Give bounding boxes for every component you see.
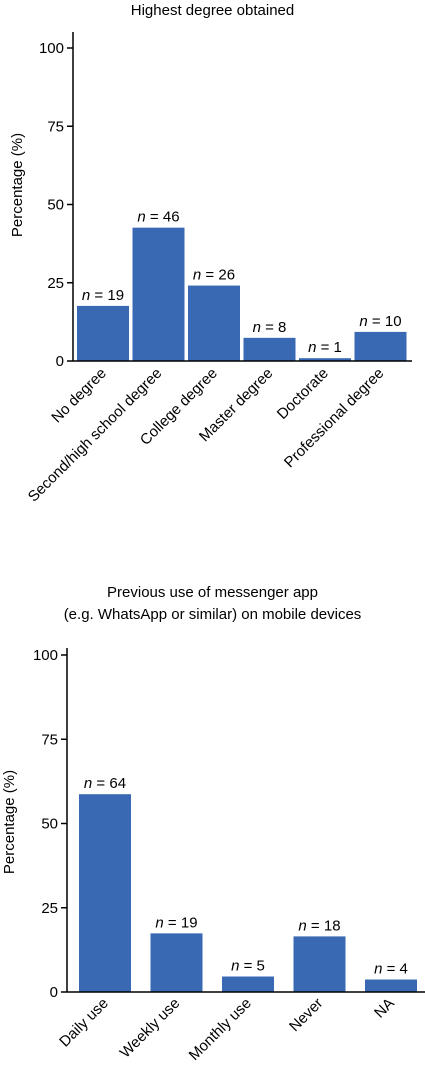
chart-panel-degree: Highest degree obtained Percentage (%) 0 25… (9, 2, 412, 505)
bar-count-label: n = 4 (374, 961, 408, 978)
n-separator: = (201, 267, 218, 284)
n-value: 18 (324, 917, 341, 934)
y-tick-label: 50 (41, 816, 58, 833)
bar (365, 979, 417, 992)
chart-title-line: Highest degree obtained (131, 2, 294, 19)
bar (132, 227, 185, 361)
bar (79, 794, 131, 992)
x-category-label: Weekly use (117, 995, 184, 1062)
bar-count-label: n = 19 (155, 914, 197, 931)
y-tick-label: 100 (39, 40, 64, 57)
bar-count-label: n = 1 (308, 339, 342, 356)
n-symbol: n (308, 339, 316, 356)
chart-title-line: (e.g. WhatsApp or similar) on mobile dev… (64, 606, 362, 623)
n-separator: = (307, 917, 324, 934)
n-symbol: n (231, 957, 239, 974)
n-symbol: n (82, 287, 90, 304)
n-symbol: n (253, 319, 261, 336)
chart-panel-messenger: Previous use of messenger app (e.g. Whats… (1, 584, 425, 1064)
y-tick-label: 50 (47, 197, 64, 214)
y-tick-label: 25 (41, 900, 58, 917)
n-value: 19 (107, 287, 124, 304)
bar (354, 331, 407, 361)
n-separator: = (90, 287, 107, 304)
bar-count-label: n = 26 (193, 267, 235, 284)
n-symbol: n (137, 209, 145, 226)
bar-count-label: n = 5 (231, 957, 265, 974)
y-tick-label: 75 (47, 118, 64, 135)
x-category-label: Never (286, 995, 326, 1035)
n-value: 1 (334, 339, 342, 356)
n-value: 4 (400, 961, 408, 978)
n-separator: = (382, 961, 399, 978)
x-category-label: NA (371, 995, 398, 1022)
bar-count-label: n = 64 (84, 775, 126, 792)
y-tick-label: 25 (47, 275, 64, 292)
x-category-label: Doctorate (274, 365, 332, 423)
bar (77, 305, 129, 361)
n-symbol: n (374, 961, 382, 978)
n-separator: = (146, 209, 163, 226)
bar (243, 337, 296, 361)
bar (188, 285, 240, 361)
n-symbol: n (359, 313, 367, 330)
n-separator: = (316, 339, 333, 356)
bar-count-label: n = 10 (359, 313, 401, 330)
bar (222, 976, 274, 992)
y-axis-label: Percentage (%) (9, 133, 26, 237)
bar (299, 358, 351, 361)
y-tick-label: 100 (33, 647, 58, 664)
y-axis-label: Percentage (%) (1, 770, 18, 874)
n-symbol: n (84, 775, 92, 792)
n-separator: = (261, 319, 278, 336)
n-symbol: n (298, 917, 306, 934)
n-value: 26 (218, 267, 235, 284)
n-separator: = (368, 313, 385, 330)
y-tick-label: 0 (50, 984, 58, 1001)
bar-count-label: n = 46 (137, 209, 179, 226)
x-category-label: Professional degree (281, 365, 387, 471)
chart-title-line: Previous use of messenger app (107, 584, 318, 601)
n-separator: = (92, 775, 109, 792)
n-value: 10 (385, 313, 402, 330)
bar-count-label: n = 8 (253, 319, 287, 336)
x-category-label: Daily use (56, 995, 112, 1051)
bar (150, 933, 203, 992)
n-value: 64 (109, 775, 126, 792)
n-value: 19 (181, 914, 198, 931)
n-value: 46 (163, 209, 180, 226)
n-value: 5 (257, 957, 265, 974)
n-symbol: n (193, 267, 201, 284)
n-value: 8 (278, 319, 286, 336)
bar-count-label: n = 18 (298, 917, 340, 934)
bar (293, 936, 346, 992)
n-separator: = (164, 914, 181, 931)
y-tick-label: 0 (56, 353, 64, 370)
y-tick-label: 75 (41, 731, 58, 748)
x-category-label: Monthly use (186, 995, 255, 1064)
n-separator: = (239, 957, 256, 974)
n-symbol: n (155, 914, 163, 931)
bar-count-label: n = 19 (82, 287, 124, 304)
